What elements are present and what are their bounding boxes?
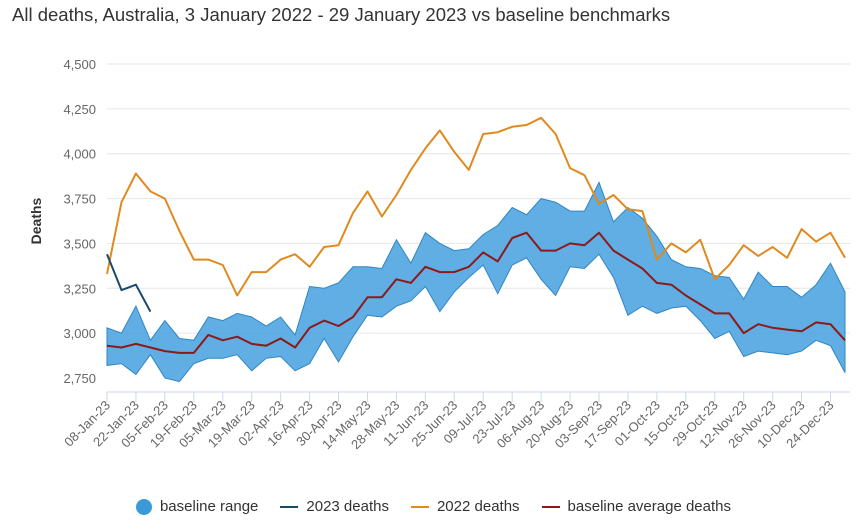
legend: baseline range 2023 deaths 2022 deaths b…: [0, 498, 867, 515]
legend-item-baseline-range[interactable]: baseline range: [135, 498, 259, 515]
y-axis-label: Deaths: [28, 197, 44, 244]
y-tick-label: 3,000: [63, 326, 96, 341]
series-2022-deaths-line: [106, 116, 846, 297]
legend-label-2022-deaths: 2022 deaths: [436, 498, 520, 515]
legend-symbol-2023-deaths: [280, 505, 299, 508]
legend-symbol-2022-deaths: [410, 505, 429, 508]
y-tick-label: 4,000: [63, 147, 96, 162]
series-2023-deaths-line: [106, 253, 152, 313]
y-tick-label: 3,750: [63, 192, 96, 207]
y-tick-label: 4,250: [63, 102, 96, 117]
y-tick-label: 3,500: [63, 236, 96, 251]
legend-item-2023-deaths[interactable]: 2023 deaths: [280, 498, 389, 515]
series-baseline-range-band: [106, 181, 846, 383]
chart-title: All deaths, Australia, 3 January 2022 - …: [12, 4, 671, 25]
legend-label-baseline-range: baseline range: [159, 498, 259, 515]
legend-label-2023-deaths: 2023 deaths: [306, 498, 389, 515]
legend-symbol-baseline-range: [135, 498, 152, 515]
y-tick-label: 3,250: [63, 281, 96, 296]
series-baseline-average-line: [106, 231, 846, 354]
legend-symbol-baseline-average: [541, 505, 560, 508]
legend-item-baseline-average[interactable]: baseline average deaths: [541, 498, 732, 515]
legend-item-2022-deaths[interactable]: 2022 deaths: [410, 498, 520, 515]
y-tick-label: 4,500: [63, 57, 96, 72]
legend-label-baseline-average: baseline average deaths: [567, 498, 732, 515]
y-tick-label: 2,750: [63, 371, 96, 386]
